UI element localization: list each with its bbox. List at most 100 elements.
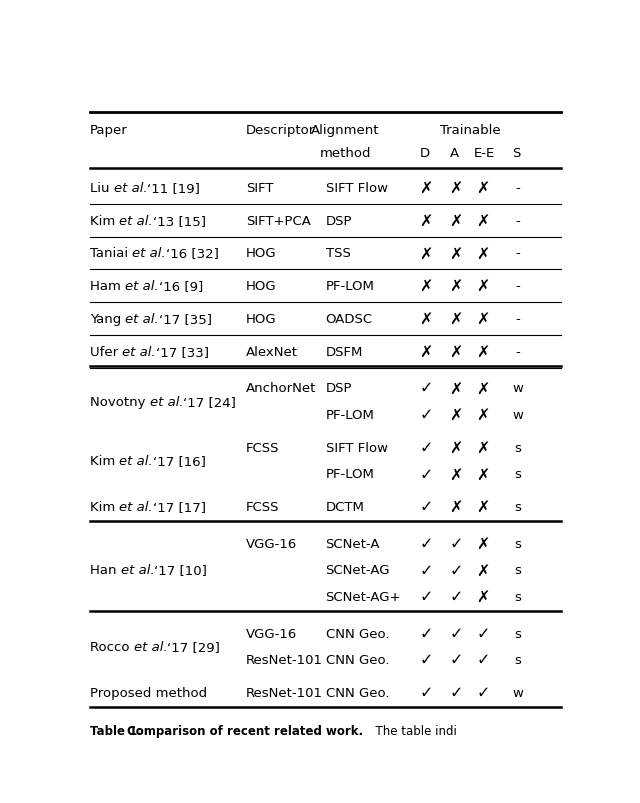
Text: ‘17 [10]: ‘17 [10] bbox=[154, 564, 207, 577]
Text: ✗: ✗ bbox=[477, 563, 490, 577]
Text: et al.: et al. bbox=[134, 640, 167, 653]
Text: SCNet-AG+: SCNet-AG+ bbox=[326, 590, 401, 603]
Text: Alignment: Alignment bbox=[311, 124, 380, 137]
Text: s: s bbox=[515, 564, 522, 577]
Text: et al.: et al. bbox=[120, 214, 153, 227]
Text: ✓: ✓ bbox=[477, 626, 490, 641]
Text: ✗: ✗ bbox=[420, 344, 433, 360]
Text: DSP: DSP bbox=[326, 382, 352, 395]
Text: ✓: ✓ bbox=[420, 440, 433, 455]
Text: et al.: et al. bbox=[121, 564, 154, 577]
Text: ✗: ✗ bbox=[420, 279, 433, 294]
Text: ✓: ✓ bbox=[420, 563, 433, 577]
Text: et al.: et al. bbox=[122, 345, 156, 358]
Text: PF-LOM: PF-LOM bbox=[326, 280, 374, 293]
Text: ✗: ✗ bbox=[449, 467, 463, 482]
Text: HOG: HOG bbox=[246, 312, 276, 326]
Text: w: w bbox=[513, 382, 524, 395]
Text: -: - bbox=[516, 280, 520, 293]
Text: PF-LOM: PF-LOM bbox=[326, 468, 374, 481]
Text: s: s bbox=[515, 590, 522, 603]
Text: s: s bbox=[515, 654, 522, 666]
Text: ✓: ✓ bbox=[420, 499, 433, 515]
Text: D: D bbox=[420, 147, 430, 160]
Text: ✗: ✗ bbox=[477, 499, 490, 515]
Text: Kim: Kim bbox=[90, 214, 120, 227]
Text: ✗: ✗ bbox=[449, 381, 463, 396]
Text: Descriptor: Descriptor bbox=[246, 124, 316, 137]
Text: ✗: ✗ bbox=[449, 344, 463, 360]
Text: ✗: ✗ bbox=[477, 246, 490, 261]
Text: ✗: ✗ bbox=[449, 407, 463, 422]
Text: -: - bbox=[516, 214, 520, 227]
Text: ✓: ✓ bbox=[420, 626, 433, 641]
Text: Ham: Ham bbox=[90, 280, 125, 293]
Text: ‘17 [29]: ‘17 [29] bbox=[167, 640, 220, 653]
Text: TSS: TSS bbox=[326, 247, 350, 260]
Text: S: S bbox=[512, 147, 521, 160]
Text: ✗: ✗ bbox=[477, 279, 490, 294]
Text: ‘13 [15]: ‘13 [15] bbox=[153, 214, 206, 227]
Text: PF-LOM: PF-LOM bbox=[326, 409, 374, 422]
Text: Yang: Yang bbox=[90, 312, 125, 326]
Text: CNN Geo.: CNN Geo. bbox=[326, 686, 389, 699]
Text: -: - bbox=[516, 312, 520, 326]
Text: Comparison of recent related work.: Comparison of recent related work. bbox=[127, 724, 364, 737]
Text: Ufer: Ufer bbox=[90, 345, 122, 358]
Text: ✗: ✗ bbox=[449, 312, 463, 327]
Text: ✗: ✗ bbox=[449, 181, 463, 196]
Text: ✓: ✓ bbox=[477, 685, 490, 700]
Text: ✗: ✗ bbox=[449, 214, 463, 228]
Text: SIFT: SIFT bbox=[246, 181, 274, 194]
Text: ✓: ✓ bbox=[449, 563, 463, 577]
Text: Liu: Liu bbox=[90, 181, 114, 194]
Text: s: s bbox=[515, 500, 522, 514]
Text: FCSS: FCSS bbox=[246, 500, 280, 514]
Text: ‘16 [32]: ‘16 [32] bbox=[166, 247, 219, 260]
Text: Novotny: Novotny bbox=[90, 395, 150, 408]
Text: et al.: et al. bbox=[120, 500, 153, 514]
Text: -: - bbox=[516, 247, 520, 260]
Text: ✗: ✗ bbox=[449, 499, 463, 515]
Text: ✓: ✓ bbox=[420, 589, 433, 604]
Text: DSP: DSP bbox=[326, 214, 352, 227]
Text: et al.: et al. bbox=[120, 454, 153, 467]
Text: ‘17 [33]: ‘17 [33] bbox=[156, 345, 209, 358]
Text: ✓: ✓ bbox=[420, 407, 433, 422]
Text: et al.: et al. bbox=[125, 312, 159, 326]
Text: ‘11 [19]: ‘11 [19] bbox=[147, 181, 200, 194]
Text: s: s bbox=[515, 442, 522, 454]
Text: ResNet-101: ResNet-101 bbox=[246, 654, 323, 666]
Text: s: s bbox=[515, 468, 522, 481]
Text: Han: Han bbox=[90, 564, 121, 577]
Text: ✗: ✗ bbox=[477, 536, 490, 551]
Text: et al.: et al. bbox=[114, 181, 147, 194]
Text: Rocco: Rocco bbox=[90, 640, 134, 653]
Text: HOG: HOG bbox=[246, 247, 276, 260]
Text: FCSS: FCSS bbox=[246, 442, 280, 454]
Text: ✓: ✓ bbox=[420, 467, 433, 482]
Text: Trainable: Trainable bbox=[440, 124, 501, 137]
Text: et al.: et al. bbox=[132, 247, 166, 260]
Text: ✗: ✗ bbox=[449, 246, 463, 261]
Text: ✓: ✓ bbox=[449, 626, 463, 641]
Text: Paper: Paper bbox=[90, 124, 127, 137]
Text: VGG-16: VGG-16 bbox=[246, 537, 298, 550]
Text: et al.: et al. bbox=[150, 395, 183, 408]
Text: ✓: ✓ bbox=[420, 536, 433, 551]
Text: ✓: ✓ bbox=[449, 652, 463, 667]
Text: SCNet-AG: SCNet-AG bbox=[326, 564, 390, 577]
Text: ✗: ✗ bbox=[477, 312, 490, 327]
Text: Taniai: Taniai bbox=[90, 247, 132, 260]
Text: Kim: Kim bbox=[90, 500, 120, 514]
Text: ‘16 [9]: ‘16 [9] bbox=[159, 280, 203, 293]
Text: CNN Geo.: CNN Geo. bbox=[326, 654, 389, 666]
Text: ‘17 [35]: ‘17 [35] bbox=[159, 312, 212, 326]
Text: s: s bbox=[515, 627, 522, 640]
Text: OADSC: OADSC bbox=[326, 312, 372, 326]
Text: ✓: ✓ bbox=[420, 381, 433, 396]
Text: ✗: ✗ bbox=[477, 381, 490, 396]
Text: AnchorNet: AnchorNet bbox=[246, 382, 317, 395]
Text: ✗: ✗ bbox=[420, 312, 433, 327]
Text: ✗: ✗ bbox=[477, 589, 490, 604]
